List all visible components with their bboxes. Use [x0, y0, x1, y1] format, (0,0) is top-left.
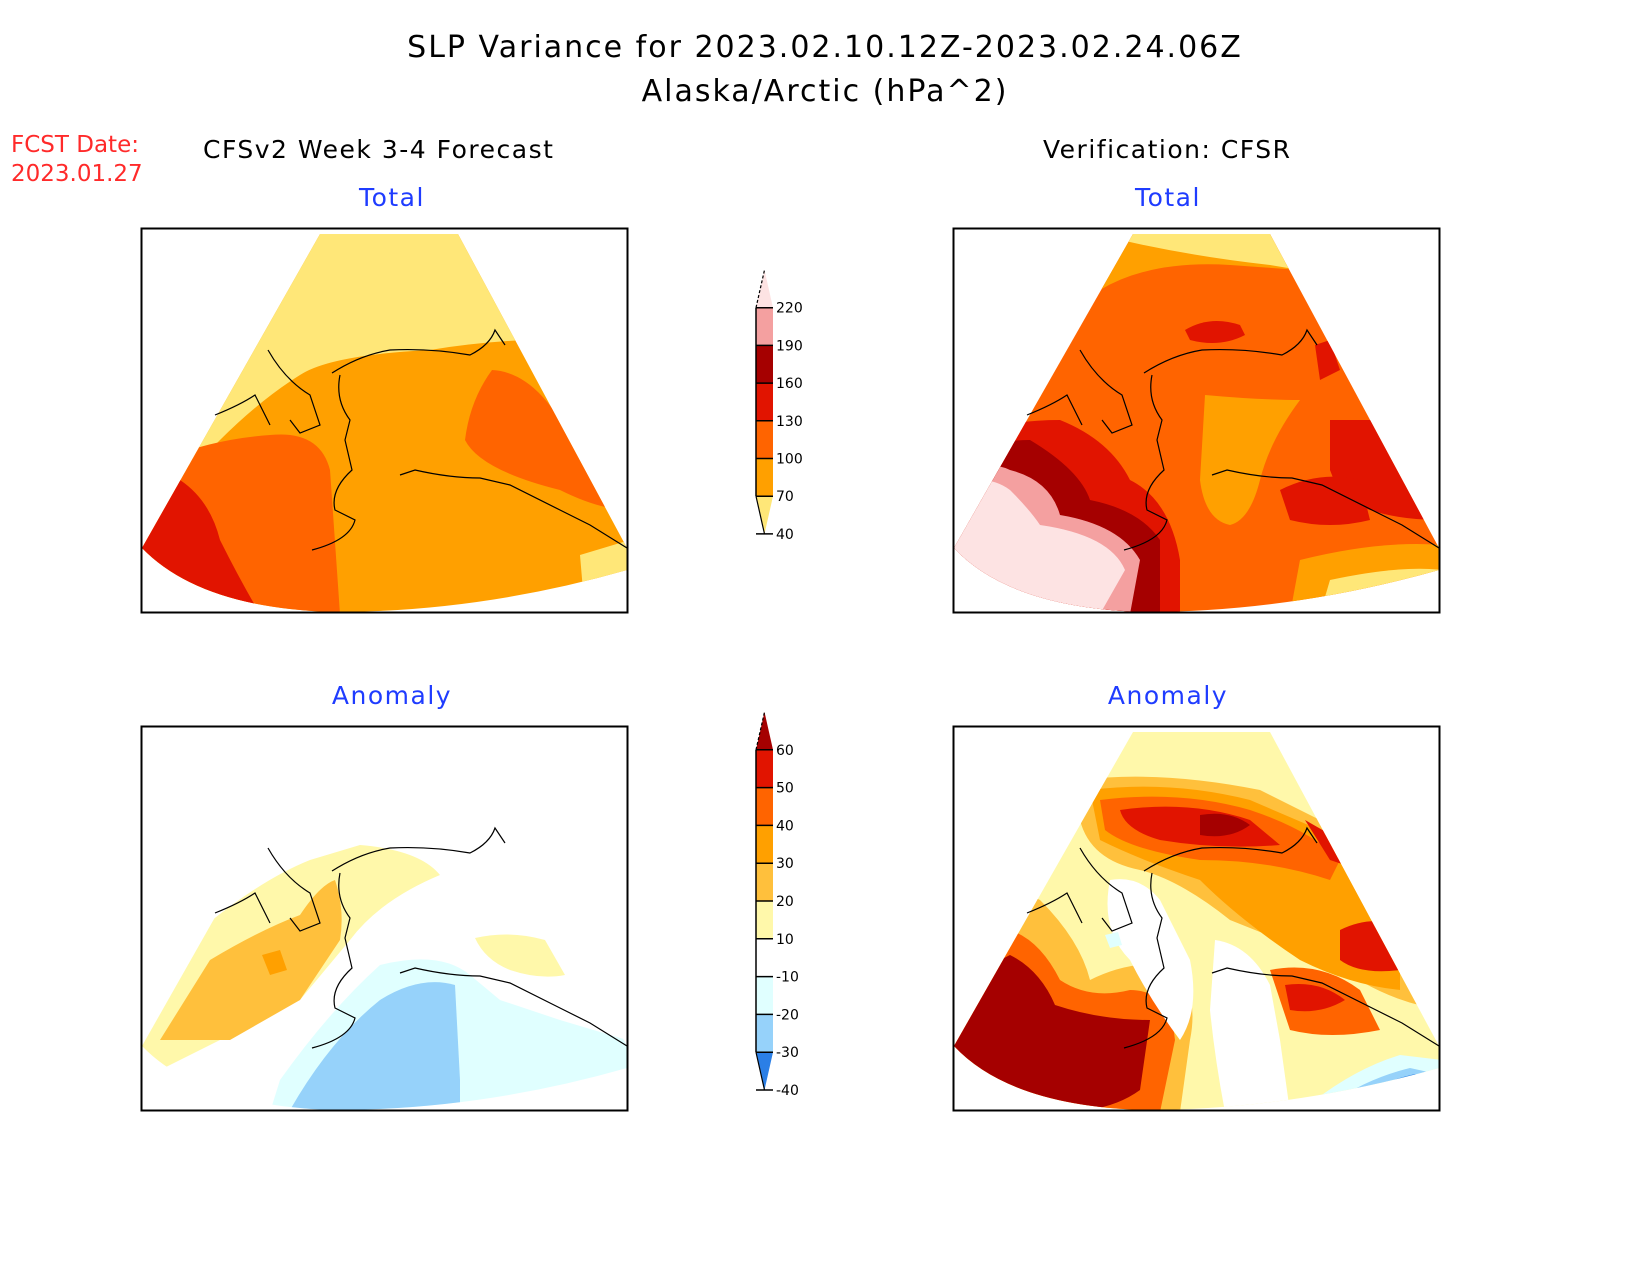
forecast-column-heading: CFSv2 Week 3-4 Forecast	[203, 135, 555, 164]
contour-130-160-ne	[1315, 340, 1340, 380]
colorbar-total-tick-label: 40	[776, 527, 794, 543]
map-frame	[952, 227, 1441, 614]
map-forecast-total	[140, 227, 629, 614]
colorbar-total-tick-label: 70	[776, 489, 794, 505]
colorbar-anomaly-tick-label: 20	[776, 894, 794, 910]
colorbar-anomaly-swatch	[756, 749, 773, 788]
contour-10-20-east	[475, 934, 565, 977]
verification-column-heading: Verification: CFSR	[1043, 135, 1292, 164]
contour-minus30-minus20	[290, 982, 460, 1110]
colorbar-total-swatch	[756, 307, 773, 346]
colorbar-total: 220 190 160 130 100 70 40	[755, 269, 803, 543]
contour-40-70-north	[1100, 234, 1300, 270]
colorbar-anomaly-tick-label: 40	[776, 818, 794, 834]
colorbar-anomaly-edge	[755, 1052, 766, 1091]
colorbar-total-extend-bottom	[756, 496, 773, 534]
contour-minus10-10-central	[1107, 879, 1194, 1040]
coastline	[214, 328, 628, 551]
colorbar-anomaly-tick-label: -40	[776, 1083, 799, 1099]
colorbar-anomaly-tick-label: 50	[776, 781, 794, 797]
panel-title-verification-anomaly: Anomaly	[1107, 681, 1229, 710]
panel-title-forecast-total: Total	[359, 183, 425, 212]
colorbar-total-edge	[755, 496, 766, 535]
colorbar-anomaly-extend-top	[756, 712, 773, 750]
colorbar-total-tick-label: 190	[776, 338, 803, 354]
contour-50-60-far-east	[1340, 921, 1420, 972]
colorbar-total-swatch	[756, 383, 773, 421]
coastline	[214, 826, 628, 1049]
contour-above-60-north	[1200, 813, 1250, 837]
subtitle: Alaska/Arctic (hPa^2)	[641, 74, 1009, 109]
contour-130-160-coast	[1280, 476, 1370, 525]
colorbar-anomaly-extend-bottom	[756, 1052, 773, 1090]
panel-title-forecast-anomaly: Anomaly	[331, 681, 453, 710]
contour-20-30	[160, 880, 342, 1040]
colorbar-anomaly-swatch	[756, 938, 773, 977]
colorbar-anomaly-swatch	[756, 787, 773, 826]
map-verification-total	[952, 227, 1441, 614]
colorbar-total-tick-label: 220	[776, 301, 803, 317]
colorbar-anomaly-swatch	[756, 1014, 773, 1053]
colorbar-total-extend-top	[756, 270, 773, 308]
contour-130-160-north	[1185, 321, 1245, 344]
coastline	[1026, 328, 1440, 551]
colorbar-total-edge	[755, 269, 766, 308]
colorbar-anomaly-edge	[755, 711, 766, 750]
map-forecast-anomaly	[140, 725, 629, 1112]
contour-above-60-west	[954, 955, 1150, 1110]
colorbar-total-tick-label: 130	[776, 414, 803, 430]
colorbar-anomaly-swatch	[756, 901, 773, 939]
contour-70-100-central	[1200, 395, 1300, 525]
colorbar-total-swatch	[756, 458, 773, 497]
map-frame	[140, 227, 629, 614]
colorbar-anomaly-tick-label: 60	[776, 743, 794, 759]
colorbar-total-swatch	[756, 420, 773, 459]
coastline	[1026, 826, 1440, 1049]
colorbar-total-swatch	[756, 345, 773, 384]
panel-title-verification-total: Total	[1135, 183, 1201, 212]
colorbar-total-tick-label: 160	[776, 376, 803, 392]
colorbar-anomaly-swatch	[756, 863, 773, 901]
colorbar-anomaly-swatch	[756, 825, 773, 864]
colorbar-anomaly-tick-label: -20	[776, 1007, 799, 1023]
contour-minus20-minus10-small	[1105, 932, 1122, 948]
colorbar-anomaly-tick-label: -30	[776, 1045, 799, 1061]
fcst-date-value: 2023.01.27	[11, 161, 143, 187]
map-frame	[140, 725, 629, 1112]
main-title: SLP Variance for 2023.02.10.12Z-2023.02.…	[407, 30, 1243, 65]
contour-50-60-east	[1285, 984, 1345, 1012]
colorbar-anomaly-tick-label: -10	[776, 970, 799, 986]
contour-minus10-10-south	[1210, 940, 1290, 1110]
colorbar-total-tick-label: 100	[776, 452, 803, 468]
fcst-date-label: FCST Date:	[11, 132, 139, 158]
colorbar-anomaly: 60 50 40 30 20 10 -10 -20 -30 -40	[755, 711, 799, 1099]
contour-30-40	[262, 950, 287, 975]
colorbar-anomaly-tick-label: 30	[776, 856, 794, 872]
colorbar-anomaly-tick-label: 10	[776, 932, 794, 948]
map-frame	[952, 725, 1441, 1112]
colorbar-anomaly-swatch	[756, 976, 773, 1015]
map-verification-anomaly	[952, 725, 1441, 1112]
contour-40-70-nw	[954, 330, 1030, 420]
